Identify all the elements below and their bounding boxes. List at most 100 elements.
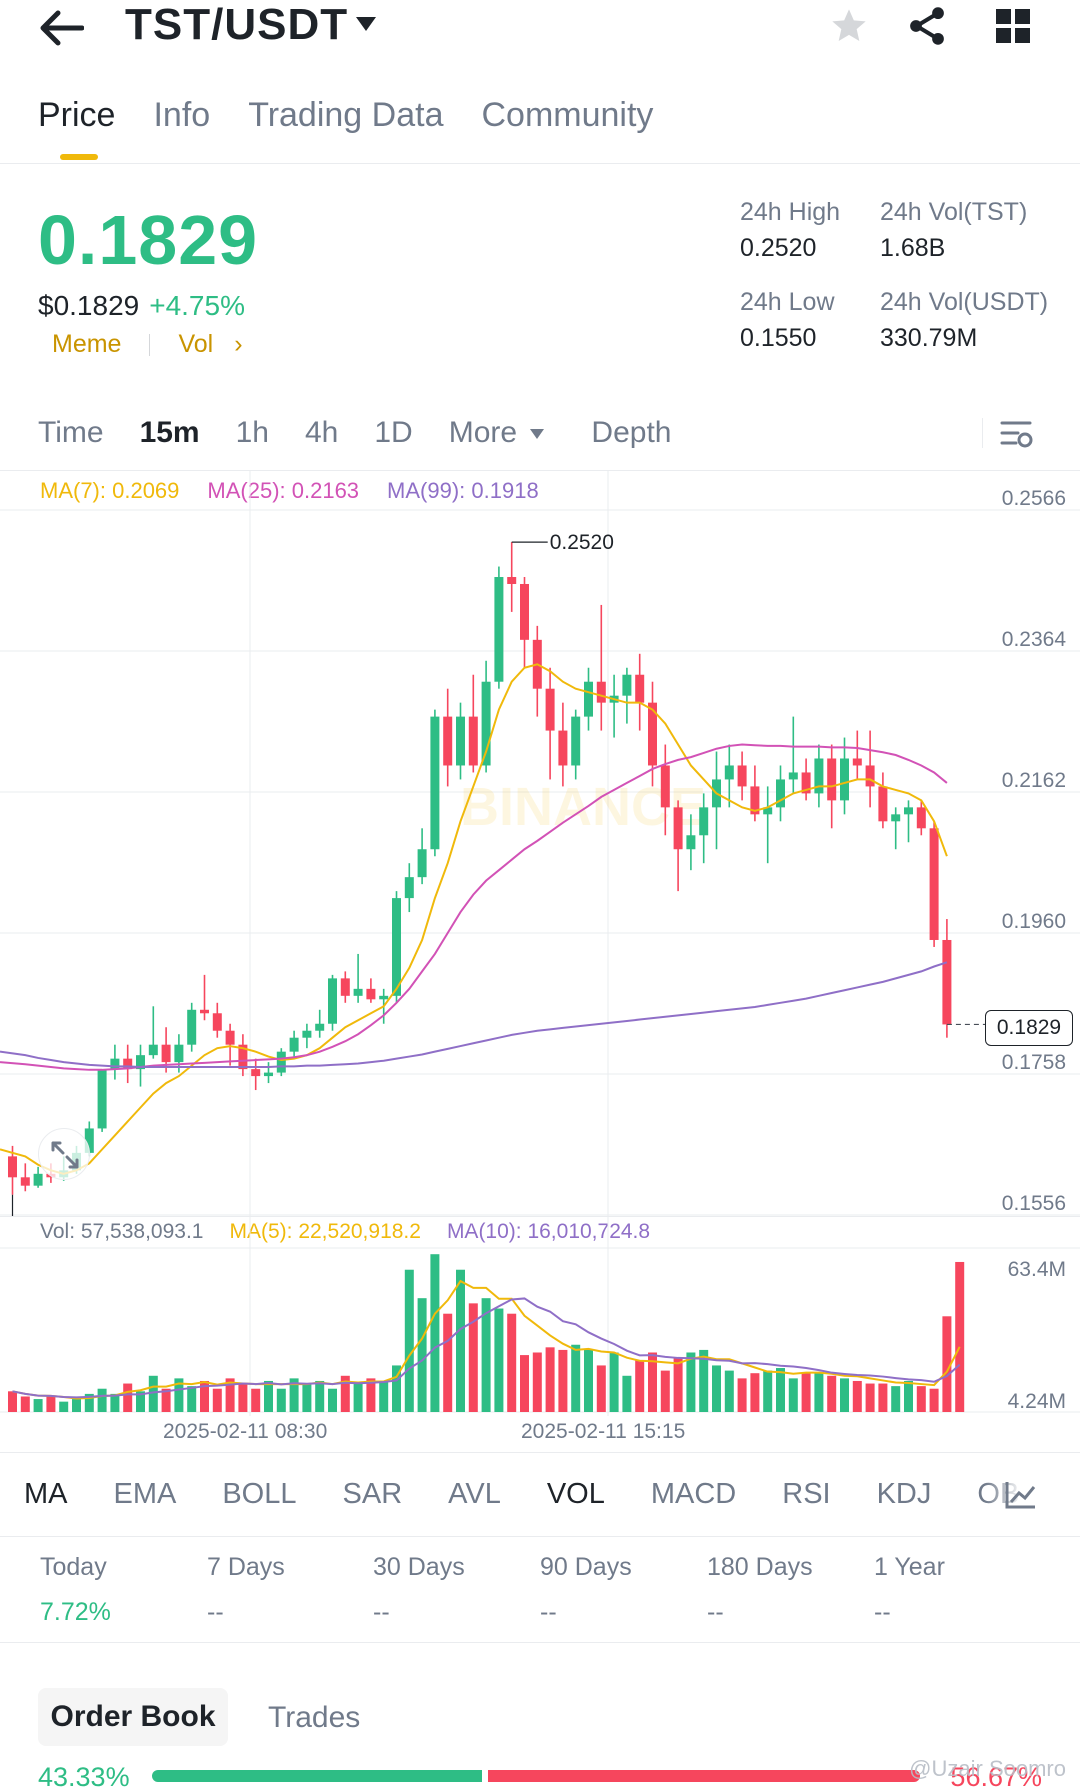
volume-bar: [430, 1254, 440, 1412]
volume-bar: [417, 1298, 427, 1412]
indicator-ema[interactable]: EMA: [113, 1478, 177, 1510]
share-icon[interactable]: [905, 4, 949, 48]
ma7-legend: MA(7): 0.2069: [40, 478, 180, 503]
tab-community[interactable]: Community: [481, 96, 654, 134]
candle-body: [673, 807, 683, 850]
volume-bar: [302, 1383, 312, 1412]
volume-bar: [353, 1383, 363, 1412]
perf-30d: 30 Days --: [373, 1553, 465, 1626]
interval-15m[interactable]: 15m: [139, 416, 200, 449]
volume-chart[interactable]: [0, 1216, 1080, 1416]
vol-ma5: MA(5): 22,520,918.2: [229, 1220, 421, 1243]
candle: [891, 807, 901, 850]
candle: [430, 709, 440, 857]
volume-bar: [8, 1391, 17, 1412]
candle: [20, 1163, 30, 1192]
tab-info[interactable]: Info: [153, 96, 211, 134]
tab-price[interactable]: Price: [38, 96, 116, 160]
back-arrow-icon[interactable]: [38, 8, 84, 48]
volume-bar: [276, 1388, 286, 1412]
indicator-macd[interactable]: MACD: [650, 1478, 737, 1510]
vol-tick: 4.24M: [1007, 1390, 1066, 1413]
candle-body: [148, 1044, 158, 1056]
pair-title[interactable]: TST/USDT: [125, 0, 349, 49]
tag-vol[interactable]: Vol ›: [178, 330, 243, 358]
ask-ratio-bar: [488, 1770, 920, 1782]
indicator-fade: [985, 1468, 1080, 1524]
indicator-sar[interactable]: SAR: [342, 1478, 403, 1510]
vol-tick: 63.4M: [1007, 1258, 1066, 1281]
caret-down-icon[interactable]: [355, 16, 377, 32]
vol-ma10: MA(10): 16,010,724.8: [446, 1220, 651, 1243]
candle: [545, 667, 555, 780]
volume-bar: [110, 1393, 120, 1412]
vol-value: Vol: 57,538,093.1: [40, 1220, 204, 1243]
usd-price-line: $0.1829 +4.75%: [38, 290, 245, 322]
indicator-boll[interactable]: BOLL: [222, 1478, 297, 1510]
candle: [750, 765, 760, 822]
candle: [494, 566, 504, 689]
tab-order-book[interactable]: Order Book: [38, 1688, 228, 1746]
volume-bar: [801, 1373, 811, 1412]
indicator-rsi[interactable]: RSI: [782, 1478, 831, 1510]
candle: [558, 702, 568, 787]
volume-bar: [212, 1388, 222, 1412]
volume-bar: [520, 1355, 529, 1412]
star-icon[interactable]: [828, 6, 870, 46]
candle: [814, 744, 824, 808]
volume-bar: [20, 1396, 30, 1412]
volume-bar: [33, 1399, 43, 1412]
interval-4h[interactable]: 4h: [304, 416, 339, 449]
candle-body: [430, 716, 440, 850]
candle: [916, 800, 926, 836]
volume-bar: [456, 1269, 465, 1412]
fullscreen-button[interactable]: [38, 1128, 90, 1180]
tab-trades[interactable]: Trades: [268, 1701, 361, 1734]
bid-ratio-bar: [152, 1770, 482, 1782]
perf-value: 7.72%: [40, 1598, 111, 1626]
current-price-tag: 0.1829: [985, 1010, 1073, 1046]
price-tick: 0.1556: [1001, 1192, 1066, 1215]
vol-ma5-line: [12, 1279, 961, 1400]
volume-bar: [200, 1380, 209, 1412]
indicator-vol[interactable]: VOL: [546, 1478, 605, 1510]
candle: [878, 772, 888, 829]
price-tick: 0.2566: [1001, 487, 1066, 510]
ma25-line: [0, 743, 948, 1071]
candle: [315, 1009, 325, 1038]
indicator-avl[interactable]: AVL: [448, 1478, 501, 1510]
candle-body: [136, 1055, 145, 1070]
grid-icon[interactable]: [995, 8, 1031, 44]
interval-more[interactable]: More: [449, 416, 546, 450]
candle: [238, 1034, 248, 1077]
candle: [200, 974, 209, 1021]
candle-body: [840, 758, 849, 801]
candle: [443, 688, 453, 787]
interval-1h[interactable]: 1h: [235, 416, 269, 449]
candle-body: [481, 681, 491, 766]
interval-time[interactable]: Time: [38, 416, 104, 449]
indicator-kdj[interactable]: KDJ: [876, 1478, 932, 1510]
divider: [0, 1216, 1080, 1217]
candle: [289, 1030, 299, 1059]
vol-base-label: 24h Vol(TST): [880, 198, 1028, 226]
volume-bar: [737, 1378, 747, 1412]
volume-bar: [238, 1383, 248, 1412]
tab-trading-data[interactable]: Trading Data: [248, 96, 444, 134]
ask-percent: 56.67%: [950, 1762, 1042, 1792]
candle: [404, 863, 414, 913]
candle-body: [724, 765, 734, 780]
volume-bar: [136, 1391, 145, 1412]
candle-body: [827, 758, 837, 801]
candle-body: [392, 898, 401, 996]
tag-meme[interactable]: Meme: [52, 330, 122, 358]
volume-bar: [59, 1401, 69, 1412]
credit-watermark: @Uzair Soomro: [909, 1756, 1066, 1781]
interval-1d[interactable]: 1D: [374, 416, 413, 449]
indicator-settings-icon[interactable]: [1004, 1480, 1038, 1510]
chart-settings-icon[interactable]: [1000, 418, 1034, 450]
depth-tab[interactable]: Depth: [591, 416, 672, 449]
indicator-ma[interactable]: MA: [24, 1478, 68, 1510]
volume-bar: [904, 1380, 913, 1412]
